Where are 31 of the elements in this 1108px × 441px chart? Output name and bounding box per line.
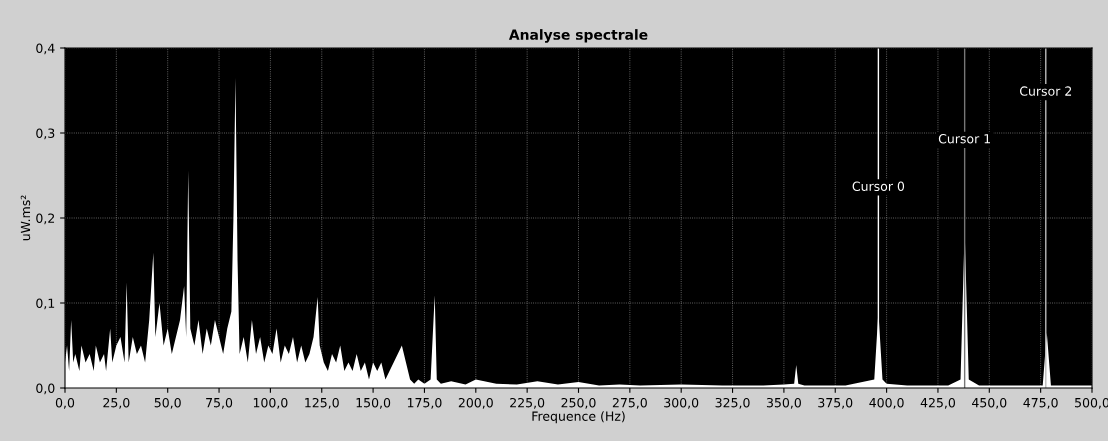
x-tick-label: 450,0	[972, 397, 1007, 409]
x-tick-label: 150,0	[356, 397, 391, 409]
x-tick-label: 175,0	[407, 397, 442, 409]
x-tick-label: 325,0	[715, 397, 750, 409]
y-axis-title: uW.ms²	[20, 195, 31, 241]
y-tick-label: 0,0	[36, 383, 55, 395]
x-tick-label: 225,0	[510, 397, 545, 409]
x-tick-label: 125,0	[305, 397, 339, 409]
x-tick-label: 350,0	[766, 397, 801, 409]
x-tick-label: 100,0	[253, 397, 288, 409]
x-tick-label: 0,0	[55, 397, 75, 409]
ref-line-label: Cursor 2	[1019, 86, 1072, 96]
y-tick-label: 0,4	[36, 43, 55, 55]
y-tick-label: 0,1	[36, 298, 55, 310]
y-tick-label: 0,2	[36, 213, 55, 225]
x-tick-label: 75,0	[206, 397, 233, 409]
x-tick-label: 275,0	[612, 397, 647, 409]
x-tick-label: 475,0	[1023, 397, 1058, 409]
x-tick-label: 425,0	[920, 397, 956, 409]
x-tick-label: 200,0	[458, 397, 493, 409]
ref-line-label: Cursor 1	[938, 133, 991, 144]
ref-line-label: Cursor 0	[852, 181, 905, 192]
x-axis-title: Frequence (Hz)	[532, 411, 625, 424]
x-tick-label: 250,0	[561, 397, 596, 409]
x-tick-label: 25,0	[103, 397, 130, 409]
x-tick-label: 300,0	[664, 397, 699, 409]
x-tick-label: 50,0	[154, 397, 181, 409]
x-tick-label: 375,0	[818, 397, 853, 409]
y-tick-label: 0,3	[36, 128, 55, 140]
chart-title: Analyse spectrale	[508, 29, 648, 43]
x-tick-label: 400,0	[869, 397, 904, 409]
